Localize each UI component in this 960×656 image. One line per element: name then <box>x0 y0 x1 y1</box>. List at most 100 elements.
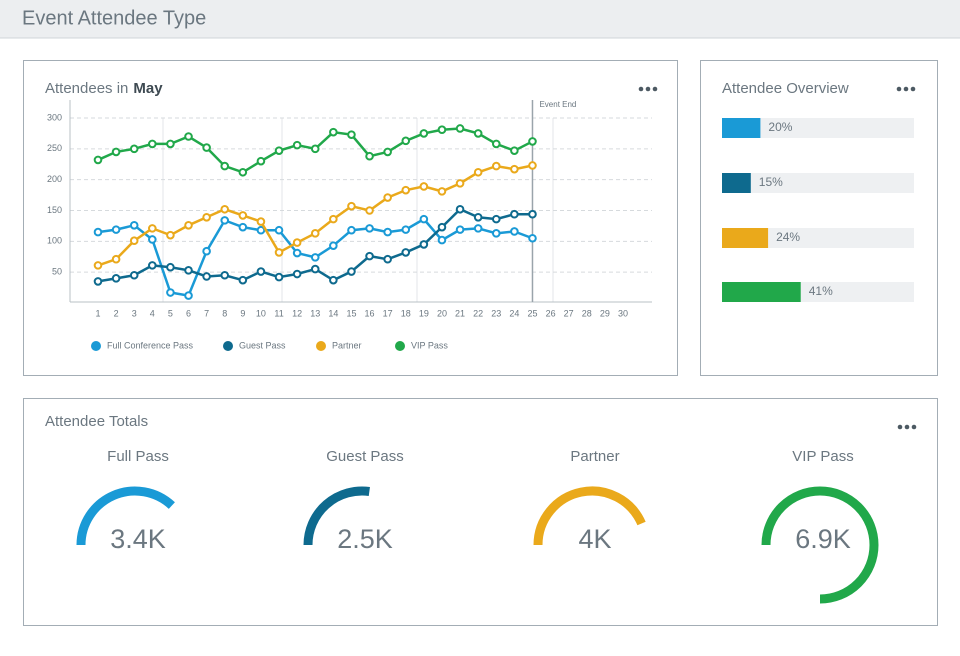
data-point <box>256 225 266 235</box>
x-tick-label: 2 <box>114 308 119 318</box>
data-point <box>329 275 338 285</box>
gauge-value: 4K <box>578 524 611 554</box>
data-point <box>365 151 374 161</box>
menu-icon[interactable] <box>896 86 916 92</box>
data-point <box>129 221 139 230</box>
data-point <box>383 147 392 157</box>
x-tick-label: 12 <box>292 308 302 318</box>
data-point <box>310 144 320 154</box>
x-tick-label: 8 <box>222 308 227 318</box>
x-tick-label: 7 <box>204 308 209 318</box>
data-point <box>310 253 320 262</box>
data-point <box>111 274 121 283</box>
data-point <box>401 185 411 195</box>
x-tick-label: 5 <box>168 308 173 318</box>
data-point <box>473 129 483 138</box>
x-tick-label: 14 <box>328 308 338 318</box>
data-point <box>129 144 139 154</box>
data-point <box>292 248 302 258</box>
data-point <box>274 272 284 282</box>
data-point <box>93 277 103 286</box>
y-tick-label: 250 <box>47 143 62 153</box>
data-point <box>347 201 356 211</box>
data-point <box>437 222 447 232</box>
legend-swatch <box>91 341 101 351</box>
x-tick-label: 10 <box>256 308 266 318</box>
data-point <box>365 206 374 215</box>
gauge-name: Partner <box>570 448 619 465</box>
data-point <box>292 238 302 247</box>
x-tick-label: 23 <box>491 308 501 318</box>
bar-label: 20% <box>768 120 792 134</box>
data-point <box>184 132 193 141</box>
overview-title: Attendee Overview <box>722 80 849 97</box>
header-bar <box>0 0 960 38</box>
x-tick-label: 16 <box>365 308 375 318</box>
data-point <box>528 137 537 146</box>
data-point <box>93 155 103 165</box>
data-point <box>473 224 483 233</box>
data-point <box>202 143 211 152</box>
data-point <box>383 254 392 264</box>
data-point <box>166 288 175 297</box>
gauge-name: Full Pass <box>107 448 169 465</box>
data-point <box>292 269 302 279</box>
data-point <box>365 251 374 261</box>
x-tick-label: 19 <box>419 308 429 318</box>
data-point <box>184 221 193 230</box>
data-point <box>383 193 392 202</box>
totals-panel <box>23 398 938 626</box>
data-point <box>419 240 429 249</box>
bar-track <box>722 173 914 193</box>
data-point <box>419 214 429 224</box>
data-point <box>274 146 284 155</box>
bar <box>722 173 751 193</box>
legend-label: Full Conference Pass <box>107 340 194 350</box>
x-tick-label: 29 <box>600 308 610 318</box>
data-point <box>148 224 157 233</box>
gauge-arc <box>761 486 879 604</box>
y-tick-label: 300 <box>47 112 62 122</box>
data-point <box>401 136 411 146</box>
bar-track <box>722 118 914 138</box>
data-point <box>455 179 465 188</box>
data-point <box>238 211 248 220</box>
x-tick-label: 18 <box>401 308 411 318</box>
x-tick-label: 25 <box>527 308 537 318</box>
data-point <box>256 267 266 276</box>
x-tick-label: 6 <box>186 308 191 318</box>
legend-swatch <box>316 341 326 351</box>
data-point <box>220 161 230 171</box>
data-point <box>292 140 302 150</box>
bar-label: 41% <box>809 284 833 298</box>
legend-label: Partner <box>332 340 362 350</box>
data-point <box>329 127 338 137</box>
data-point <box>347 130 356 139</box>
data-point <box>202 272 211 281</box>
x-tick-label: 1 <box>95 308 100 318</box>
data-point <box>148 235 157 244</box>
gauge-arc <box>533 486 646 546</box>
bar-label: 24% <box>776 230 800 244</box>
menu-icon[interactable] <box>638 86 658 92</box>
bar-track <box>722 228 914 248</box>
data-point <box>491 214 501 224</box>
data-point <box>401 248 411 257</box>
data-point <box>455 204 465 214</box>
menu-icon[interactable] <box>897 424 917 430</box>
data-point <box>148 139 157 149</box>
x-tick-label: 24 <box>509 308 519 318</box>
totals-title: Attendee Totals <box>45 413 148 430</box>
bar <box>722 228 769 248</box>
x-tick-label: 26 <box>546 308 556 318</box>
data-point <box>491 161 501 171</box>
bar <box>722 282 801 302</box>
x-tick-label: 30 <box>618 308 628 318</box>
x-tick-label: 21 <box>455 308 465 318</box>
data-point <box>111 147 121 157</box>
legend-label: Guest Pass <box>239 340 286 350</box>
data-point <box>202 212 211 222</box>
data-point <box>256 156 266 166</box>
data-point <box>129 270 139 280</box>
